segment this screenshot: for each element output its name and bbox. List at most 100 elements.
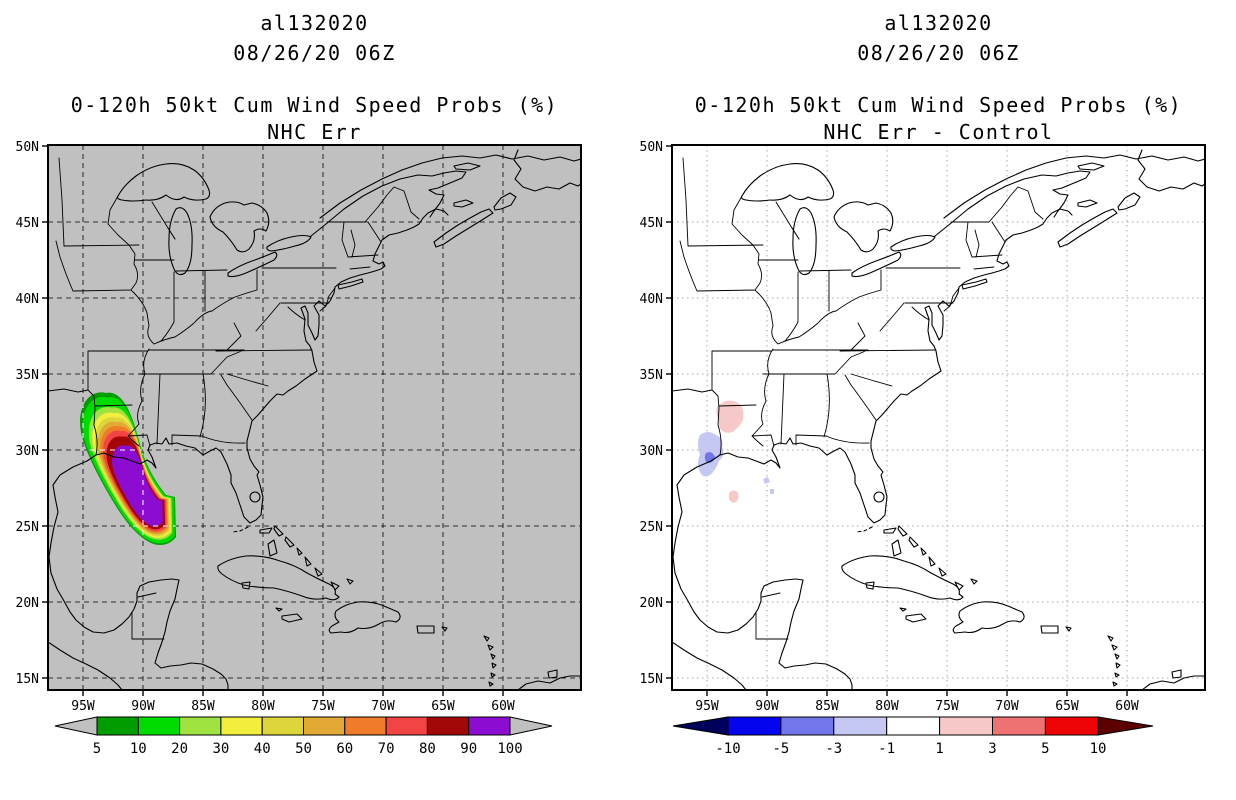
negative-diff-speck-2 [770, 489, 774, 494]
lat-tick-label: 35N [16, 368, 39, 383]
colorbar-tick-label: 10 [130, 741, 147, 757]
lat-tick-label: 15N [640, 672, 663, 687]
axis-ticks [666, 145, 1128, 696]
difference-patches [698, 400, 774, 503]
lon-tick-label: 85W [191, 699, 215, 714]
right-map-land-sea-fill [672, 145, 1205, 690]
probability-colorbar: 5 10 20 30 40 50 60 70 80 90 100 [54, 716, 553, 757]
init-time: 08/26/20 06Z [233, 41, 396, 65]
lon-tick-label: 70W [995, 699, 1019, 714]
colorbar-segment [303, 716, 346, 736]
colorbar-tick-label: -5 [772, 741, 789, 757]
colorbar-tick-label: 5 [93, 741, 101, 757]
colorbar-tick-label: 30 [212, 741, 229, 757]
lon-tick-label: 80W [875, 699, 899, 714]
colorbar-segment [96, 716, 139, 736]
colorbar-segment [939, 716, 994, 736]
colorbar-tick-label: 60 [336, 741, 353, 757]
colorbar-tick-label: 20 [171, 741, 188, 757]
init-time: 08/26/20 06Z [857, 41, 1020, 65]
lat-tick-label: 40N [640, 292, 663, 307]
storm-id: al132020 [884, 11, 993, 35]
plot-title: 0-120h 50kt Cum Wind Speed Probs (%) [694, 93, 1183, 117]
colorbar-tick-label: 100 [497, 741, 522, 757]
colorbar-left-arrow [672, 716, 729, 736]
lon-axis-labels: 95W 90W 85W 80W 75W 70W 65W 60W [71, 699, 515, 714]
lat-tick-label: 35N [640, 368, 663, 383]
lon-tick-label: 60W [1115, 699, 1139, 714]
lat-tick-label: 15N [16, 672, 39, 687]
colorbar-tick-label: 70 [378, 741, 395, 757]
map-frame [47, 144, 582, 691]
plot-subtitle: NHC Err [267, 120, 362, 144]
lon-tick-label: 65W [431, 699, 455, 714]
lat-tick-label: 20N [640, 596, 663, 611]
colorbar-tick-label: 5 [1041, 741, 1049, 757]
colorbar-segment [179, 716, 222, 736]
colorbar-segment [385, 716, 428, 736]
lat-tick-label: 45N [640, 216, 663, 231]
lon-tick-label: 70W [371, 699, 395, 714]
lat-tick-label: 25N [16, 520, 39, 535]
positive-diff-patch-offshore [728, 490, 739, 503]
lon-tick-label: 65W [1055, 699, 1079, 714]
lat-tick-label: 20N [16, 596, 39, 611]
difference-colorbar: -10 -5 -3 -1 1 3 5 10 [672, 716, 1154, 757]
colorbar-left-arrow [54, 716, 98, 736]
lat-axis-labels: 50N 45N 40N 35N 30N 25N 20N 15N [16, 140, 39, 687]
lat-tick-label: 50N [16, 140, 39, 155]
lon-tick-label: 95W [71, 699, 95, 714]
lon-axis-labels: 95W 90W 85W 80W 75W 70W 65W 60W [695, 699, 1139, 714]
colorbar-tick-labels: -10 -5 -3 -1 1 3 5 10 [715, 741, 1106, 757]
axis-ticks [42, 145, 504, 696]
negative-diff-speck-1 [763, 477, 770, 484]
colorbar-tick-label: 90 [460, 741, 477, 757]
lon-tick-label: 60W [491, 699, 515, 714]
colorbar-segment [468, 716, 511, 736]
lat-tick-label: 40N [16, 292, 39, 307]
plot-title: 0-120h 50kt Cum Wind Speed Probs (%) [70, 93, 559, 117]
lat-axis-labels: 50N 45N 40N 35N 30N 25N 20N 15N [640, 140, 663, 687]
colorbar-tick-label: 50 [295, 741, 312, 757]
colorbar-segment [344, 716, 387, 736]
colorbar-tick-label: -10 [715, 741, 740, 757]
lon-tick-label: 75W [935, 699, 959, 714]
map-frame [671, 144, 1206, 691]
positive-diff-patch-nw-louisiana [716, 400, 744, 433]
lat-tick-label: 30N [16, 444, 39, 459]
lon-tick-label: 80W [251, 699, 275, 714]
storm-id: al132020 [260, 11, 369, 35]
right-panel-titles: al132020 08/26/20 06Z 0-120h 50kt Cum Wi… [672, 8, 1205, 146]
colorbar-right-arrow [509, 716, 553, 736]
colorbar-right-arrow [1097, 716, 1154, 736]
lon-tick-label: 90W [131, 699, 155, 714]
colorbar-tick-label: 40 [254, 741, 271, 757]
colorbar-segment [780, 716, 835, 736]
colorbar-segment [886, 716, 941, 736]
lon-tick-label: 75W [311, 699, 335, 714]
colorbar-segment [137, 716, 181, 736]
colorbar-tick-label: 80 [419, 741, 436, 757]
lon-tick-label: 95W [695, 699, 719, 714]
colorbar-segment [261, 716, 304, 736]
colorbar-tick-label: 10 [1090, 741, 1107, 757]
lon-tick-label: 90W [755, 699, 779, 714]
difference-map: 50N 45N 40N 35N 30N 25N 20N 15N 95W 90W … [640, 140, 1206, 714]
colorbar-segment [1044, 716, 1099, 736]
colorbar-segment [992, 716, 1046, 736]
lat-tick-label: 50N [640, 140, 663, 155]
lon-tick-label: 85W [815, 699, 839, 714]
colorbar-tick-label: -3 [825, 741, 842, 757]
colorbar-tick-labels: 5 10 20 30 40 50 60 70 80 90 100 [93, 741, 523, 757]
left-panel-titles: al132020 08/26/20 06Z 0-120h 50kt Cum Wi… [48, 8, 581, 146]
plot-subtitle: NHC Err - Control [823, 120, 1054, 144]
colorbar-tick-label: 1 [935, 741, 943, 757]
colorbar-segment [727, 716, 782, 736]
lat-tick-label: 45N [16, 216, 39, 231]
colorbar-segment [220, 716, 263, 736]
lat-tick-label: 25N [640, 520, 663, 535]
colorbar-segment [426, 716, 470, 736]
colorbar-tick-label: 3 [988, 741, 996, 757]
probability-map: 50N 45N 40N 35N 30N 25N 20N 15N 95W 90W … [16, 140, 582, 714]
